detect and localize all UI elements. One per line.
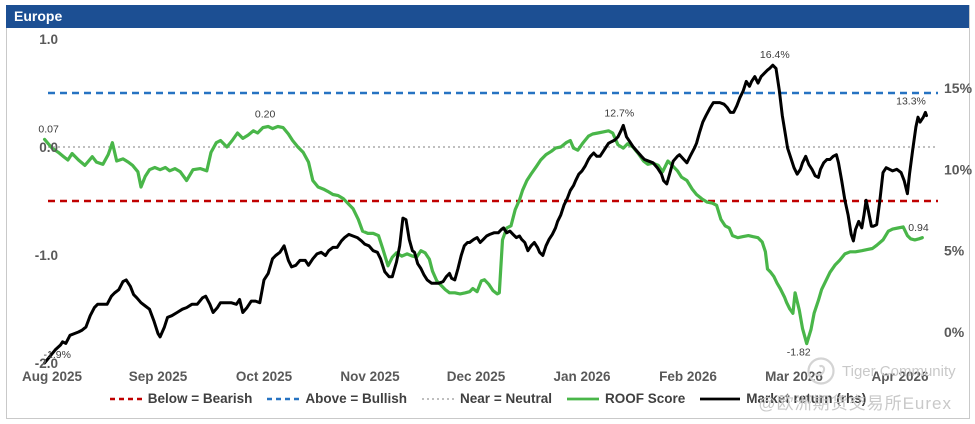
left-axis-tick-label: -1.0 bbox=[35, 248, 58, 263]
chart-frame bbox=[6, 5, 970, 419]
x-axis-tick-label: Oct 2025 bbox=[236, 369, 293, 384]
legend-swatch-solid-black bbox=[700, 397, 741, 400]
x-axis-tick-label: Sep 2025 bbox=[129, 369, 188, 384]
x-axis-tick-label: Apr 2026 bbox=[871, 369, 929, 384]
legend-label: Above = Bullish bbox=[305, 391, 408, 406]
x-axis-tick-label: Aug 2025 bbox=[22, 369, 83, 384]
right-axis-tick-label: 5% bbox=[944, 243, 965, 259]
legend-swatch-dashed-red bbox=[109, 397, 142, 400]
chart-title-bar: Europe bbox=[6, 5, 969, 28]
data-label: 13.3% bbox=[896, 95, 926, 107]
left-axis-tick-label: 0.0 bbox=[39, 140, 58, 155]
right-axis-tick-label: 0% bbox=[944, 324, 965, 340]
series-line-roof-score bbox=[42, 124, 924, 346]
data-label: 12.7% bbox=[604, 107, 634, 119]
legend-label: Near = Neutral bbox=[460, 391, 552, 406]
legend-item-market-return: Market return (rhs) bbox=[699, 391, 866, 406]
x-axis-tick-label: Jan 2026 bbox=[553, 369, 611, 384]
legend-item-roof-score: ROOF Score bbox=[566, 391, 685, 406]
legend-label: Below = Bearish bbox=[147, 391, 253, 406]
legend-swatch-solid-green bbox=[566, 397, 599, 400]
data-label: -1.82 bbox=[787, 347, 811, 359]
data-label: 0.94 bbox=[908, 222, 929, 234]
chart-title: Europe bbox=[14, 8, 63, 24]
left-axis-tick-label: -2.0 bbox=[35, 356, 58, 371]
data-label: 0.20 bbox=[255, 109, 276, 121]
legend-swatch-dotted-gray bbox=[422, 397, 455, 400]
legend-swatch-dashed-blue bbox=[267, 397, 300, 400]
series-line-market-return bbox=[43, 63, 928, 365]
legend-item-near-neutral: Near = Neutral bbox=[421, 391, 552, 406]
right-axis-tick-label: 15% bbox=[944, 80, 973, 96]
legend-label: ROOF Score bbox=[604, 391, 686, 406]
x-axis-tick-label: Dec 2025 bbox=[447, 369, 506, 384]
chart-legend: Below = Bearish Above = Bullish Near = N… bbox=[0, 391, 975, 406]
x-axis-tick-label: Mar 2026 bbox=[765, 369, 823, 384]
right-axis-tick-label: 10% bbox=[944, 161, 973, 177]
data-label: -1.9% bbox=[44, 349, 71, 361]
x-axis-tick-label: Nov 2025 bbox=[340, 369, 400, 384]
data-label: 16.4% bbox=[760, 49, 790, 61]
left-axis-tick-label: 1.0 bbox=[39, 32, 58, 47]
data-label: 0.07 bbox=[38, 123, 59, 135]
legend-item-below-bearish: Below = Bearish bbox=[109, 391, 253, 406]
legend-label: Market return (rhs) bbox=[746, 391, 867, 406]
legend-item-above-bullish: Above = Bullish bbox=[266, 391, 407, 406]
x-axis-tick-label: Feb 2026 bbox=[659, 369, 717, 384]
